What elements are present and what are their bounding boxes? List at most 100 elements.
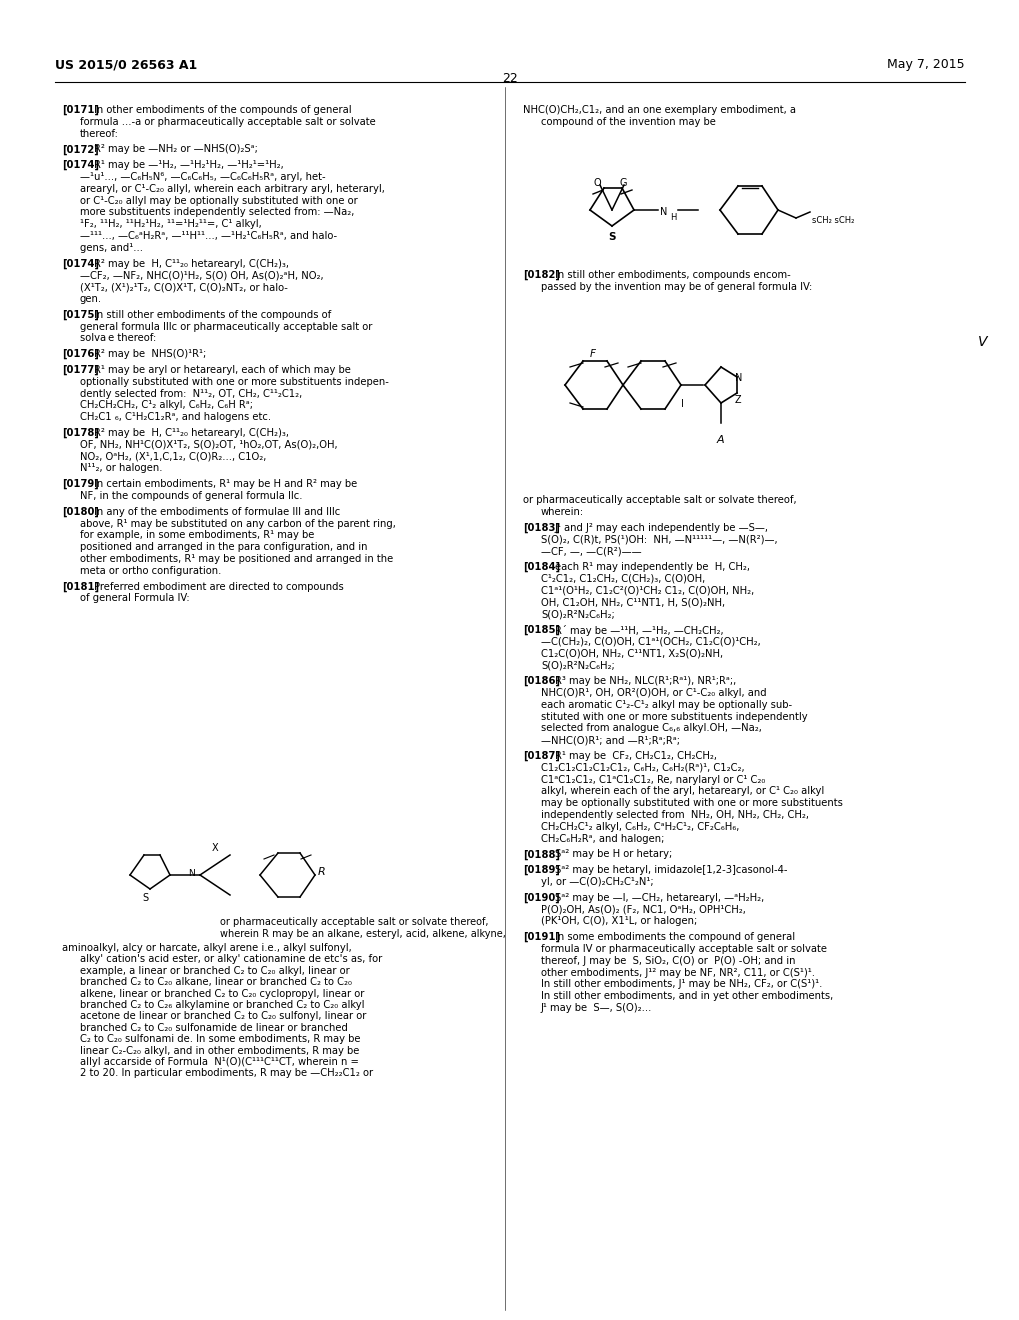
Text: N: N <box>187 869 195 878</box>
Text: NF, in the compounds of general formula IIc.: NF, in the compounds of general formula … <box>79 491 303 502</box>
Text: P(O)₂OH, As(O)₂ (F₂, NC1, OᵃH₂, OPH¹CH₂,: P(O)₂OH, As(O)₂ (F₂, NC1, OᵃH₂, OPH¹CH₂, <box>540 904 745 915</box>
Text: [0180]: [0180] <box>62 507 99 517</box>
Text: yl, or —C(O)₂CH₂C¹₂N¹;: yl, or —C(O)₂CH₂C¹₂N¹; <box>540 876 653 887</box>
Text: —¹u¹..., —C₆H₅N⁶, —C₆C₆H₅, —C₆C₆H₅Rᵃ, aryl, het-: —¹u¹..., —C₆H₅N⁶, —C₆C₆H₅, —C₆C₆H₅Rᵃ, ar… <box>79 172 325 182</box>
Text: optionally substituted with one or more substituents indepen-: optionally substituted with one or more … <box>79 376 388 387</box>
Text: R³ may be NH₂, NLC(R¹;Rᵃ¹), NR¹;Rᵃ;,: R³ may be NH₂, NLC(R¹;Rᵃ¹), NR¹;Rᵃ;, <box>554 676 736 686</box>
Text: In certain embodiments, R¹ may be H and R² may be: In certain embodiments, R¹ may be H and … <box>94 479 357 490</box>
Text: In still other embodiments, and in yet other embodiments,: In still other embodiments, and in yet o… <box>540 991 833 1001</box>
Text: S: S <box>607 232 614 242</box>
Text: [0186]: [0186] <box>523 676 559 686</box>
Text: R: R <box>318 867 325 876</box>
Text: thereof:: thereof: <box>79 128 119 139</box>
Text: [0184]: [0184] <box>523 562 559 573</box>
Text: (PK¹OH, C(O), X1¹L, or halogen;: (PK¹OH, C(O), X1¹L, or halogen; <box>540 916 697 927</box>
Text: H: H <box>669 213 676 222</box>
Text: F: F <box>589 348 595 359</box>
Text: general formula IIIc or pharmaceutically acceptable salt or: general formula IIIc or pharmaceutically… <box>79 322 372 331</box>
Text: In still other embodiments, compounds encom-: In still other embodiments, compounds en… <box>554 271 790 280</box>
Text: may be optionally substituted with one or more substituents: may be optionally substituted with one o… <box>540 799 842 808</box>
Text: formula ...-a or pharmaceutically acceptable salt or solvate: formula ...-a or pharmaceutically accept… <box>79 116 375 127</box>
Text: A: A <box>716 436 723 445</box>
Text: [0183]: [0183] <box>523 523 559 533</box>
Text: Sᵃ² may be hetaryl, imidazole[1,2-3]casonol-4-: Sᵃ² may be hetaryl, imidazole[1,2-3]caso… <box>554 865 787 875</box>
Text: N: N <box>659 207 666 216</box>
Text: positioned and arranged in the para configuration, and in: positioned and arranged in the para conf… <box>79 543 367 552</box>
Text: branched C₂ to C₂₆ alkylamine or branched C₂ to C₂₀ alkyl: branched C₂ to C₂₆ alkylamine or branche… <box>79 1001 364 1010</box>
Text: [0189]: [0189] <box>523 865 559 875</box>
Text: In any of the embodiments of formulae III and IIIc: In any of the embodiments of formulae II… <box>94 507 340 517</box>
Text: branched C₂ to C₂₀ sulfonamide de linear or branched: branched C₂ to C₂₀ sulfonamide de linear… <box>79 1023 347 1032</box>
Text: sCH₂ sCH₂: sCH₂ sCH₂ <box>811 216 854 224</box>
Text: Sᵃ² may be H or hetary;: Sᵃ² may be H or hetary; <box>554 849 672 859</box>
Text: R¹ may be —¹H₂, —¹H₂¹H₂, —¹H₂¹=¹H₂,: R¹ may be —¹H₂, —¹H₂¹H₂, —¹H₂¹=¹H₂, <box>94 160 283 170</box>
Text: or pharmaceutically acceptable salt or solvate thereof,: or pharmaceutically acceptable salt or s… <box>523 495 796 506</box>
Text: CH₂CH₂CH₂, C¹₂ alkyl, C₆H₂, C₆H Rᵃ;: CH₂CH₂CH₂, C¹₂ alkyl, C₆H₂, C₆H Rᵃ; <box>79 400 253 411</box>
Text: Preferred embodiment are directed to compounds: Preferred embodiment are directed to com… <box>94 582 343 591</box>
Text: R² may be —NH₂ or —NHS(O)₂Sᵃ;: R² may be —NH₂ or —NHS(O)₂Sᵃ; <box>94 144 258 154</box>
Text: other embodiments, J¹² may be NF, NR², C11, or C(S¹)¹.: other embodiments, J¹² may be NF, NR², C… <box>540 968 814 978</box>
Text: each R¹ may independently be  H, CH₂,: each R¹ may independently be H, CH₂, <box>554 562 749 572</box>
Text: —¹¹¹..., —C₆ᵃH₂Rᵃ, —¹¹H¹¹..., —¹H₂¹C₆H₅Rᵃ, and halo-: —¹¹¹..., —C₆ᵃH₂Rᵃ, —¹¹H¹¹..., —¹H₂¹C₆H₅R… <box>79 231 337 242</box>
Text: In still other embodiments of the compounds of: In still other embodiments of the compou… <box>94 310 331 319</box>
Text: May 7, 2015: May 7, 2015 <box>887 58 964 71</box>
Text: above, R¹ may be substituted on any carbon of the parent ring,: above, R¹ may be substituted on any carb… <box>79 519 395 528</box>
Text: ¹F₂, ¹¹H₂, ¹¹H₂¹H₂, ¹¹=¹H₂¹¹=, C¹ alkyl,: ¹F₂, ¹¹H₂, ¹¹H₂¹H₂, ¹¹=¹H₂¹¹=, C¹ alkyl, <box>79 219 262 230</box>
Text: C₂ to C₂₀ sulfonami de. In some embodiments, R may be: C₂ to C₂₀ sulfonami de. In some embodime… <box>79 1034 360 1044</box>
Text: [0177]: [0177] <box>62 366 99 375</box>
Text: [0174]: [0174] <box>62 259 99 269</box>
Text: formula IV or pharmaceutically acceptable salt or solvate: formula IV or pharmaceutically acceptabl… <box>540 944 826 954</box>
Text: acetone de linear or branched C₂ to C₂₀ sulfonyl, linear or: acetone de linear or branched C₂ to C₂₀ … <box>79 1011 366 1022</box>
Text: independently selected from  NH₂, OH, NH₂, CH₂, CH₂,: independently selected from NH₂, OH, NH₂… <box>540 810 808 820</box>
Text: CH₂C₆H₂Rᵃ, and halogen;: CH₂C₆H₂Rᵃ, and halogen; <box>540 834 663 843</box>
Text: wherein:: wherein: <box>540 507 584 517</box>
Text: US 2015/0 26563 A1: US 2015/0 26563 A1 <box>55 58 197 71</box>
Text: more substituents independently selected from: —Na₂,: more substituents independently selected… <box>79 207 354 218</box>
Text: NHC(O)R¹, OH, OR²(O)OH, or C¹-C₂₀ alkyl, and: NHC(O)R¹, OH, OR²(O)OH, or C¹-C₂₀ alkyl,… <box>540 688 766 698</box>
Text: alkene, linear or branched C₂ to C₂₀ cyclopropyl, linear or: alkene, linear or branched C₂ to C₂₀ cyc… <box>79 989 364 999</box>
Text: OH, C1₂OH, NH₂, C¹¹NT1, H, S(O)₂NH,: OH, C1₂OH, NH₂, C¹¹NT1, H, S(O)₂NH, <box>540 598 725 607</box>
Text: CH₂CH₂C¹₂ alkyl, C₆H₂, CᵃH₂C¹₂, CF₂C₆H₆,: CH₂CH₂C¹₂ alkyl, C₆H₂, CᵃH₂C¹₂, CF₂C₆H₆, <box>540 822 739 832</box>
Text: gens, and¹...: gens, and¹... <box>79 243 143 253</box>
Text: O: O <box>593 178 601 187</box>
Text: of general Formula IV:: of general Formula IV: <box>79 594 190 603</box>
Text: [0182]: [0182] <box>523 271 559 280</box>
Text: other embodiments, R¹ may be positioned and arranged in the: other embodiments, R¹ may be positioned … <box>79 554 393 564</box>
Text: example, a linear or branched C₂ to C₂₀ alkyl, linear or: example, a linear or branched C₂ to C₂₀ … <box>79 966 350 975</box>
Text: C1ᵃ¹(O¹H₂, C1₂C²(O)¹CH₂ C1₂, C(O)OH, NH₂,: C1ᵃ¹(O¹H₂, C1₂C²(O)¹CH₂ C1₂, C(O)OH, NH₂… <box>540 586 753 595</box>
Text: CH₂C1 ₆, C¹H₂C1₂Rᵃ, and halogens etc.: CH₂C1 ₆, C¹H₂C1₂Rᵃ, and halogens etc. <box>79 412 271 422</box>
Text: G: G <box>620 178 627 187</box>
Text: (X¹T₂, (X¹)₂¹T₂, C(O)X¹T, C(O)₂NT₂, or halo-: (X¹T₂, (X¹)₂¹T₂, C(O)X¹T, C(O)₂NT₂, or h… <box>79 282 287 292</box>
Text: In other embodiments of the compounds of general: In other embodiments of the compounds of… <box>94 106 352 115</box>
Text: [0187]: [0187] <box>523 751 559 762</box>
Text: alky' cation's acid ester, or alky' cationamine de etc's as, for: alky' cation's acid ester, or alky' cati… <box>79 954 382 965</box>
Text: [0172]: [0172] <box>62 144 99 154</box>
Text: or pharmaceutically acceptable salt or solvate thereof,: or pharmaceutically acceptable salt or s… <box>220 917 488 927</box>
Text: N¹¹₂, or halogen.: N¹¹₂, or halogen. <box>79 463 162 474</box>
Text: NO₂, OᵃH₂, (X¹,1,C,1₂, C(O)R₂..., C1O₂,: NO₂, OᵃH₂, (X¹,1,C,1₂, C(O)R₂..., C1O₂, <box>79 451 266 462</box>
Text: C1ᵃC1₂C1₂, C1ᵃC1₂C1₂, Re, narylaryl or C¹ C₂₀: C1ᵃC1₂C1₂, C1ᵃC1₂C1₂, Re, narylaryl or C… <box>540 775 764 784</box>
Text: [0188]: [0188] <box>523 849 559 859</box>
Text: gen.: gen. <box>79 294 102 304</box>
Text: R² may be  H, C¹¹₂₀ hetarearyl, C(CH₂)₃,: R² may be H, C¹¹₂₀ hetarearyl, C(CH₂)₃, <box>94 428 288 438</box>
Text: [0171]: [0171] <box>62 106 99 115</box>
Text: arearyl, or C¹-C₂₀ allyl, wherein each arbitrary aryl, heteraryl,: arearyl, or C¹-C₂₀ allyl, wherein each a… <box>79 183 384 194</box>
Text: R¹ may be  CF₂, CH₂C1₂, CH₂CH₂,: R¹ may be CF₂, CH₂C1₂, CH₂CH₂, <box>554 751 716 762</box>
Text: for example, in some embodiments, R¹ may be: for example, in some embodiments, R¹ may… <box>79 531 314 540</box>
Text: dently selected from:  N¹¹₂, OT, CH₂, C¹¹₂C1₂,: dently selected from: N¹¹₂, OT, CH₂, C¹¹… <box>79 388 302 399</box>
Text: each aromatic C¹₂-C¹₂ alkyl may be optionally sub-: each aromatic C¹₂-C¹₂ alkyl may be optio… <box>540 700 792 710</box>
Text: alkyl, wherein each of the aryl, hetarearyl, or C¹ C₂₀ alkyl: alkyl, wherein each of the aryl, hetarea… <box>540 787 823 796</box>
Text: Sᵃ² may be —I, —CH₂, hetarearyl, —ᵃH₂H₂,: Sᵃ² may be —I, —CH₂, hetarearyl, —ᵃH₂H₂, <box>554 892 763 903</box>
Text: [0176]: [0176] <box>62 350 99 359</box>
Text: —CF, —, —C(R²)——: —CF, —, —C(R²)—— <box>540 546 641 556</box>
Text: meta or ortho configuration.: meta or ortho configuration. <box>79 566 221 576</box>
Text: selected from analogue C₆,₆ alkyl.OH, —Na₂,: selected from analogue C₆,₆ alkyl.OH, —N… <box>540 723 761 734</box>
Text: —CF₂, —NF₂, NHC(O)¹H₂, S(O) OH, As(O)₂ᵃH, NO₂,: —CF₂, —NF₂, NHC(O)¹H₂, S(O) OH, As(O)₂ᵃH… <box>79 271 323 280</box>
Text: [0179]: [0179] <box>62 479 99 490</box>
Text: N: N <box>735 374 742 383</box>
Text: aminoalkyl, alcy or harcate, alkyl arene i.e., alkyl sulfonyl,: aminoalkyl, alcy or harcate, alkyl arene… <box>62 942 352 953</box>
Text: S(O)₂, C(R)t, PS(¹)OH:  NH, —N¹¹¹¹¹—, —N(R²)—,: S(O)₂, C(R)t, PS(¹)OH: NH, —N¹¹¹¹¹—, —N(… <box>540 535 776 544</box>
Text: —NHC(O)R¹; and —R¹;Rᵃ;Rᵃ;: —NHC(O)R¹; and —R¹;Rᵃ;Rᵃ; <box>540 735 680 746</box>
Text: NHC(O)CH₂,C1₂, and an one exemplary embodiment, a: NHC(O)CH₂,C1₂, and an one exemplary embo… <box>523 106 795 115</box>
Text: wherein R may be an alkane, esteryl, acid, alkene, alkyne,: wherein R may be an alkane, esteryl, aci… <box>220 929 505 939</box>
